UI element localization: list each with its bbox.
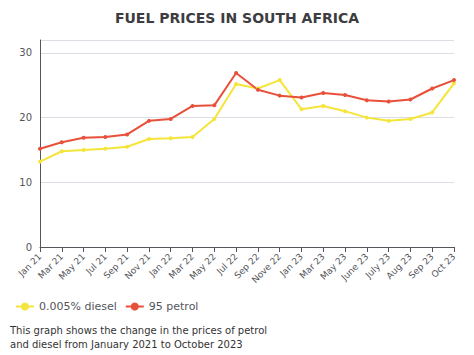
svg-text:June 23: June 23 [339, 251, 371, 283]
svg-text:95 petrol: 95 petrol [149, 300, 199, 313]
svg-text:Sep 22: Sep 22 [232, 251, 262, 281]
svg-text:Jul 21: Jul 21 [84, 251, 109, 277]
svg-text:Sep 21: Sep 21 [101, 251, 131, 281]
svg-text:Jul 22: Jul 22 [214, 251, 240, 277]
svg-text:July 23: July 23 [363, 251, 393, 281]
svg-text:Jan 23: Jan 23 [278, 251, 305, 279]
svg-text:Mar 23: Mar 23 [297, 251, 327, 281]
svg-text:and diesel from January 2021 t: and diesel from January 2021 to October … [10, 339, 243, 350]
svg-text:10: 10 [19, 177, 32, 188]
svg-text:Mar 21: Mar 21 [36, 251, 66, 281]
svg-text:Jan 22: Jan 22 [147, 251, 175, 279]
svg-text:0.005% diesel: 0.005% diesel [39, 300, 117, 313]
svg-text:May 23: May 23 [318, 251, 349, 282]
svg-text:Jan 21: Jan 21 [16, 251, 44, 279]
svg-text:Sep 23: Sep 23 [407, 251, 436, 280]
svg-text:May 22: May 22 [188, 251, 218, 281]
svg-text:FUEL PRICES IN SOUTH AFRICA: FUEL PRICES IN SOUTH AFRICA [115, 10, 359, 26]
svg-text:Oct 23: Oct 23 [429, 251, 457, 279]
svg-text:Aug 23: Aug 23 [384, 251, 414, 282]
svg-text:20: 20 [19, 112, 32, 123]
svg-text:Nov 21: Nov 21 [123, 251, 153, 281]
svg-text:0: 0 [26, 242, 32, 253]
svg-text:May 21: May 21 [57, 251, 87, 281]
svg-text:Nove 22: Nove 22 [250, 251, 283, 284]
svg-text:30: 30 [19, 47, 32, 58]
svg-text:This graph shows the change in: This graph shows the change in the price… [9, 325, 267, 336]
svg-text:Mar 22: Mar 22 [166, 251, 197, 281]
